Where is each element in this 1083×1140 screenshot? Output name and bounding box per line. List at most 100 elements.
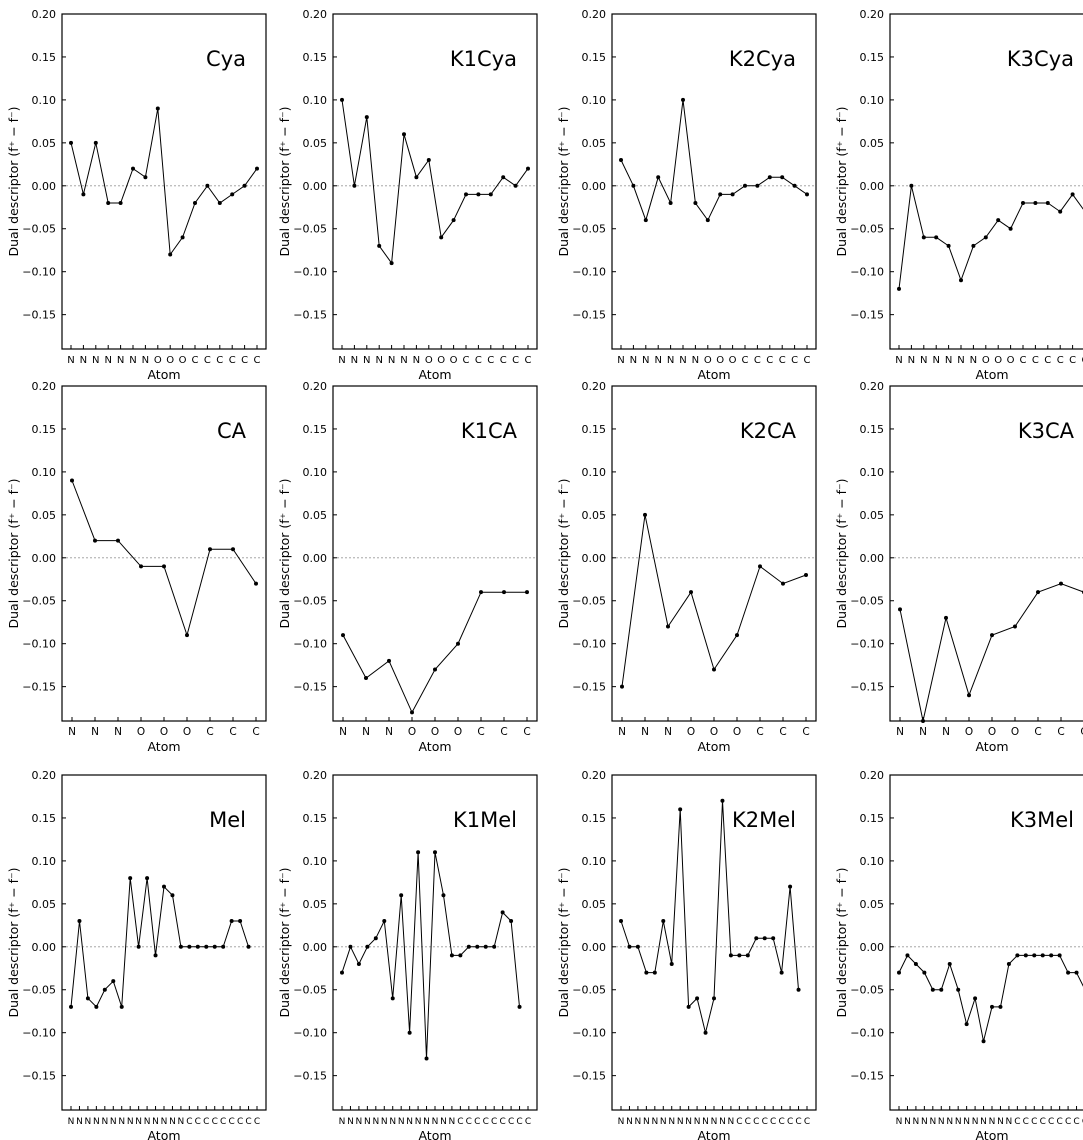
data-point xyxy=(678,807,683,812)
x-tick-label: N xyxy=(630,355,637,366)
data-point xyxy=(767,175,772,180)
x-tick-label: C xyxy=(491,1117,497,1127)
data-point xyxy=(804,572,808,577)
y-tick-label: −0.05 xyxy=(572,223,606,236)
data-point xyxy=(668,200,673,205)
data-point xyxy=(352,183,357,188)
data-point xyxy=(620,684,624,689)
x-tick-label: C xyxy=(770,1117,776,1127)
data-point xyxy=(509,919,514,924)
x-tick-label: N xyxy=(432,1117,439,1127)
data-point xyxy=(956,987,961,992)
panel-title: K1Mel xyxy=(453,808,517,832)
x-tick-label: N xyxy=(388,355,395,366)
data-point xyxy=(631,183,636,188)
data-point xyxy=(967,693,971,698)
y-tick-label: 0.15 xyxy=(582,51,607,64)
data-point xyxy=(162,564,166,569)
y-tick-label: 0.20 xyxy=(860,8,885,21)
data-point xyxy=(456,641,460,646)
y-tick-label: 0.20 xyxy=(860,380,885,393)
x-tick-label: N xyxy=(728,1117,735,1127)
data-point xyxy=(1013,624,1017,629)
data-point xyxy=(208,547,212,552)
x-tick-label: N xyxy=(67,355,74,366)
x-tick-label: O xyxy=(183,726,191,738)
y-tick-label: 0.10 xyxy=(303,466,328,479)
data-point xyxy=(364,115,369,120)
data-point xyxy=(94,1004,99,1009)
data-point xyxy=(102,987,107,992)
data-point xyxy=(792,183,797,188)
x-tick-label: C xyxy=(523,726,530,738)
y-tick-label: −0.15 xyxy=(850,1070,884,1083)
x-tick-label: C xyxy=(736,1117,742,1127)
data-point xyxy=(1023,953,1028,958)
y-tick-label: −0.10 xyxy=(293,638,327,651)
data-point xyxy=(656,175,661,180)
x-tick-label: N xyxy=(942,726,950,738)
y-tick-label: 0.00 xyxy=(582,941,607,954)
y-tick-label: −0.15 xyxy=(22,1070,56,1083)
x-tick-label: C xyxy=(512,355,519,366)
y-tick-label: 0.15 xyxy=(582,812,607,825)
y-tick-label: 0.10 xyxy=(582,466,607,479)
x-tick-label: N xyxy=(364,1117,371,1127)
data-point xyxy=(153,953,158,958)
data-point xyxy=(254,581,258,586)
x-tick-label: N xyxy=(932,355,939,366)
x-tick-label: N xyxy=(362,726,370,738)
data-point xyxy=(779,970,784,975)
data-point xyxy=(745,953,750,958)
x-tick-label: O xyxy=(716,355,724,366)
x-axis-title: Atom xyxy=(697,1128,730,1140)
x-tick-label: C xyxy=(754,355,761,366)
data-point xyxy=(466,944,471,949)
subplot-2: −0.15−0.10−0.050.000.050.100.150.20N N N N N… xyxy=(556,8,817,382)
data-point xyxy=(476,192,481,197)
x-tick-label: C xyxy=(1057,726,1064,738)
y-tick-label: −0.10 xyxy=(850,1027,884,1040)
x-tick-label: C xyxy=(1057,355,1064,366)
x-tick-label: N xyxy=(642,355,649,366)
data-point xyxy=(377,243,382,248)
data-point xyxy=(1015,953,1020,958)
x-tick-label: C xyxy=(206,726,213,738)
x-tick-label: N xyxy=(375,355,382,366)
x-tick-label: C xyxy=(802,726,809,738)
y-axis-title: Dual descriptor (f⁺ − f⁻) xyxy=(277,478,292,628)
y-tick-label: −0.15 xyxy=(572,309,606,322)
panel-title: K3Mel xyxy=(1010,808,1074,832)
plot-frame xyxy=(332,385,538,722)
x-tick-label: C xyxy=(525,1117,531,1127)
data-point xyxy=(971,243,976,248)
y-tick-label: −0.10 xyxy=(850,638,884,651)
x-tick-label: N xyxy=(957,355,964,366)
x-tick-label: C xyxy=(1023,1117,1029,1127)
x-tick-label: N xyxy=(91,726,99,738)
x-tick-label: N xyxy=(913,1117,920,1127)
subplot-10: −0.15−0.10−0.050.000.050.100.150.20N N N N N… xyxy=(556,769,817,1140)
x-tick-label: C xyxy=(474,1117,480,1127)
x-tick-label: O xyxy=(733,726,741,738)
data-point xyxy=(930,987,935,992)
x-tick-label: N xyxy=(626,1117,633,1127)
data-point xyxy=(780,175,785,180)
subplot-3: −0.15−0.10−0.050.000.050.100.150.20N N N N N… xyxy=(834,8,1083,382)
data-point xyxy=(145,876,150,881)
data-point xyxy=(934,235,939,240)
x-tick-label: C xyxy=(804,355,811,366)
data-point xyxy=(762,936,767,941)
data-point xyxy=(627,944,632,949)
y-tick-label: 0.00 xyxy=(582,180,607,193)
y-tick-label: −0.15 xyxy=(293,1070,327,1083)
data-point xyxy=(387,658,391,663)
plot-frame xyxy=(332,13,538,350)
y-tick-label: −0.15 xyxy=(850,309,884,322)
x-tick-label: N xyxy=(702,1117,709,1127)
x-tick-label: N xyxy=(110,1117,117,1127)
x-tick-label: N xyxy=(643,1117,650,1127)
x-tick-label: N xyxy=(385,726,393,738)
x-tick-label: N xyxy=(142,355,149,366)
